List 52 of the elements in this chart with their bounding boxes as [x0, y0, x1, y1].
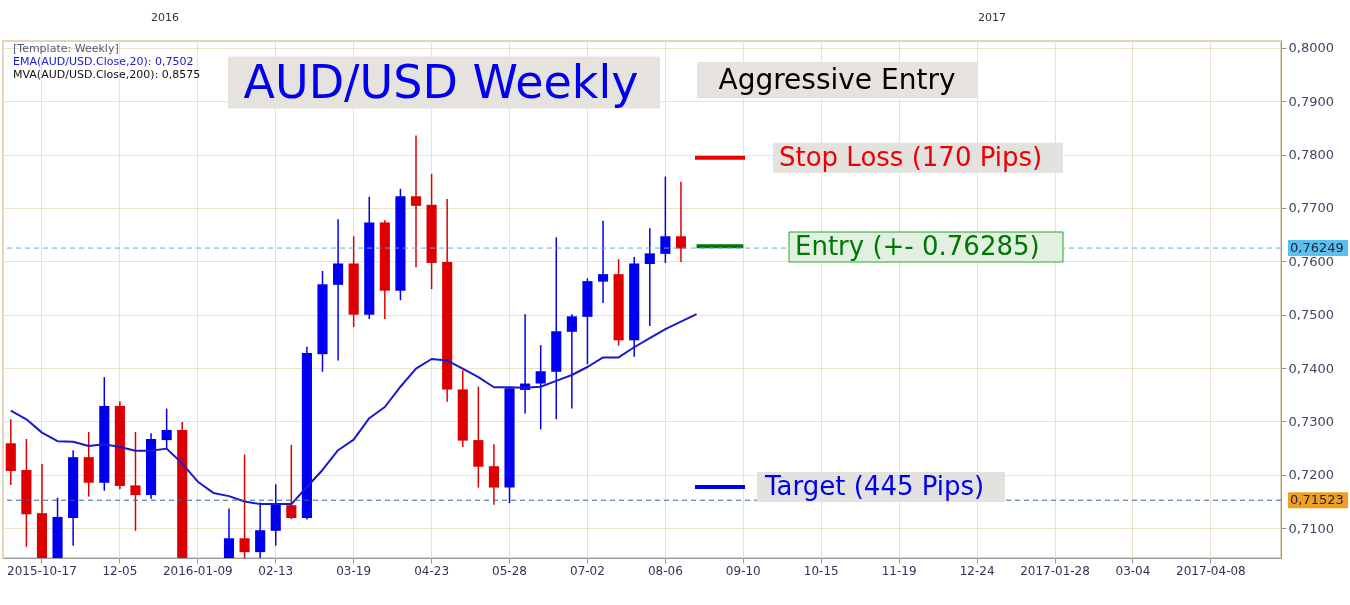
text: 2016 [151, 11, 179, 24]
x-tick-label: 10-15 [803, 563, 839, 578]
y-tick-label: 0,7200 [1288, 467, 1334, 483]
candlestick [566, 313, 577, 410]
x-tick-label: 08-06 [647, 563, 683, 578]
candlestick [410, 134, 422, 268]
y-tick-label: 0,7300 [1288, 413, 1334, 429]
y-tick-label: 0,7400 [1288, 360, 1334, 376]
x-tick-label: 2015-10-17 [7, 563, 77, 578]
x-tick-label: 09-10 [725, 563, 761, 578]
candlestick [488, 443, 499, 506]
x-tick-label: 07-02 [570, 563, 605, 578]
y-tick-label: 0,7800 [1288, 147, 1334, 163]
x-tick-label: 03-19 [336, 563, 372, 578]
candlestick [660, 175, 671, 264]
candlestick [130, 431, 141, 532]
y-tick-label: 0,7500 [1288, 307, 1334, 323]
ref-line-label: Target (445 Pips) [764, 471, 985, 502]
text: EMA(AUD/USD.Close,20): 0,7502 [13, 55, 194, 68]
candlestick [644, 227, 655, 327]
y-tick-label: 0,7600 [1288, 253, 1334, 269]
chart-title: AUD/USD Weekly [243, 55, 639, 109]
y-tick-label: 0,7900 [1288, 93, 1334, 109]
candlestick [223, 507, 235, 559]
candlestick [161, 407, 172, 450]
ref-line-label: Stop Loss (170 Pips) [779, 141, 1043, 172]
y-tick-label: 0,7100 [1288, 520, 1334, 536]
x-tick-label: 2017-04-08 [1175, 563, 1246, 578]
x-tick-label: 12-24 [959, 563, 995, 578]
annotation: Entry (+- 0.76285) [795, 231, 1040, 261]
candlestick [239, 453, 250, 559]
candlestick [675, 181, 687, 263]
candlestick [286, 444, 297, 520]
candlestick [535, 344, 546, 431]
annotation: [Template: Weekly] [13, 42, 119, 55]
candlestick [597, 220, 609, 304]
x-tick-label: 12-05 [102, 563, 138, 578]
x-tick-label: 02-13 [258, 563, 294, 578]
x-tick-label: 11-19 [881, 563, 917, 578]
text: 2017 [978, 11, 1006, 24]
y-tick-label: 0,8000 [1288, 40, 1334, 56]
x-tick-label: 04-23 [414, 563, 450, 578]
text: Aggressive Entry [718, 63, 956, 96]
x-tick-label: 2016-01-09 [162, 563, 233, 578]
annotation: MVA(AUD/USD.Close,200): 0,8575 [13, 68, 201, 81]
y-tick-label: 0,7700 [1288, 200, 1334, 216]
x-tick-label: 03-04 [1115, 563, 1151, 578]
ref-line-label: 0,71523 [1290, 492, 1344, 508]
x-tick-label: 05-28 [492, 563, 527, 578]
x-tick-label: 2017-01-28 [1020, 563, 1090, 578]
candlestick [333, 218, 344, 362]
ref-line-label: 0,76249 [1290, 240, 1344, 256]
